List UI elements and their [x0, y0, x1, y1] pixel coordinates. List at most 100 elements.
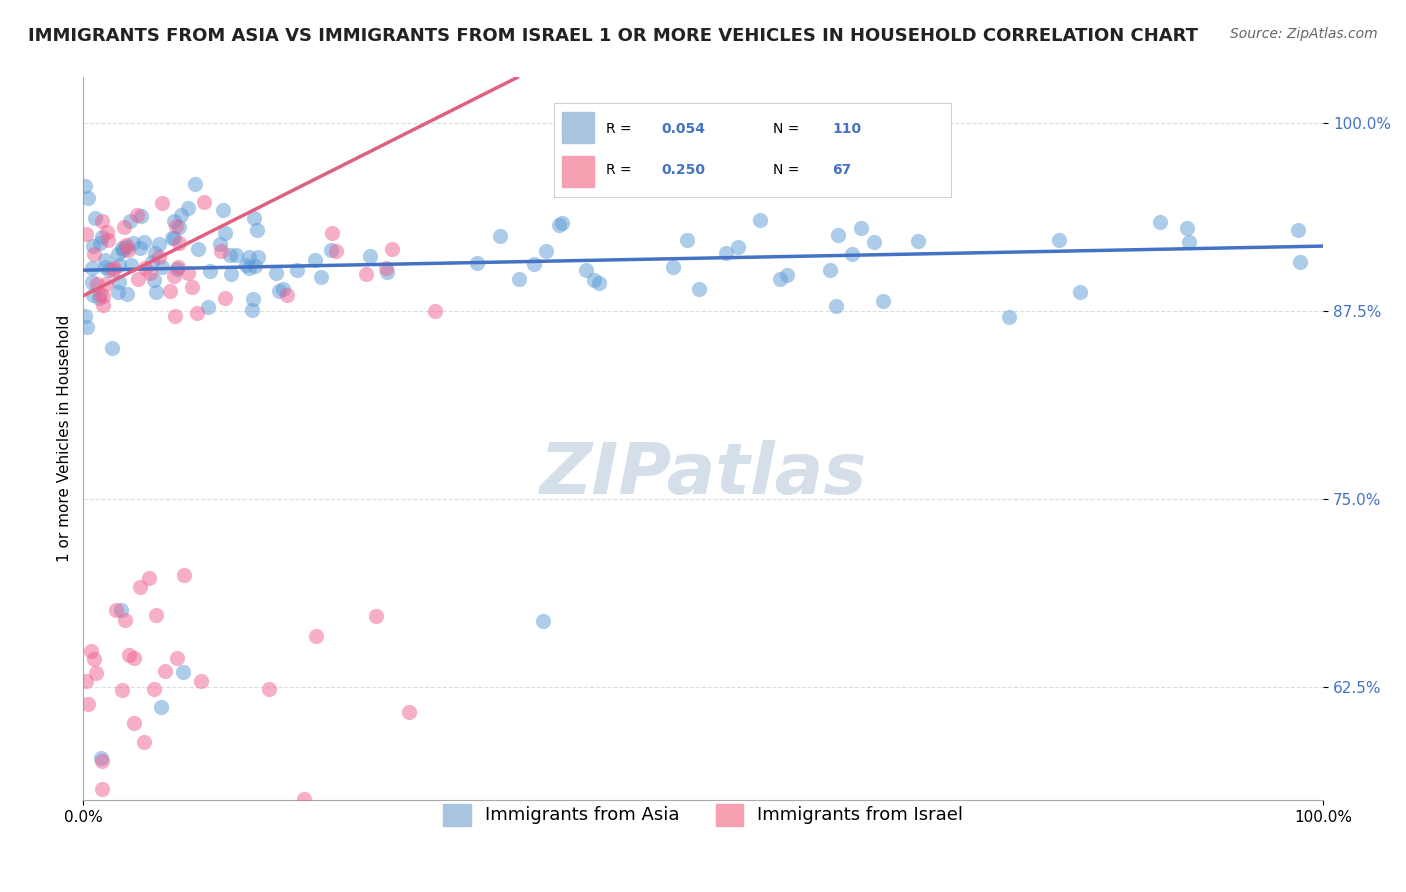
Point [467, 256, 489, 270]
Point [76, 698, 98, 712]
Point [83, 651, 105, 665]
Point [145, 607, 167, 622]
Point [238, 250, 260, 264]
Point [209, 244, 232, 259]
Point [245, 259, 267, 273]
Point [238, 260, 260, 275]
Point [776, 268, 799, 283]
Point [141, 255, 163, 269]
Point [211, 202, 233, 217]
Point [377, 265, 399, 279]
Point [193, 194, 215, 209]
Point [359, 249, 381, 263]
Point [240, 302, 263, 317]
Point [180, 280, 202, 294]
Point [127, 272, 149, 286]
Point [124, 716, 146, 731]
Point [219, 267, 242, 281]
Point [94, 260, 117, 274]
Point [75, 674, 97, 689]
Point [134, 735, 156, 749]
Point [998, 310, 1021, 324]
Point [120, 258, 142, 272]
Point [115, 287, 138, 301]
Point [128, 241, 150, 255]
Point [121, 235, 143, 250]
Point [128, 580, 150, 594]
Point [863, 235, 886, 249]
Point [129, 210, 152, 224]
Point [139, 266, 162, 280]
Point [97, 263, 120, 277]
Point [107, 247, 129, 261]
Point [246, 223, 269, 237]
Point [769, 271, 792, 285]
Point [143, 246, 166, 260]
Point [166, 651, 188, 665]
Point [534, 244, 557, 258]
Point [321, 226, 343, 240]
Point [90, 214, 112, 228]
Point [162, 214, 184, 228]
Point [96, 277, 118, 291]
Point [364, 608, 387, 623]
Point [183, 177, 205, 191]
Point [423, 304, 446, 318]
Point [149, 700, 172, 714]
Point [82, 288, 104, 302]
Y-axis label: 1 or more Vehicles in Household: 1 or more Vehicles in Household [58, 315, 72, 563]
Point [398, 705, 420, 719]
Point [292, 792, 315, 806]
Point [309, 270, 332, 285]
Point [267, 284, 290, 298]
Point [177, 266, 200, 280]
Point [90, 755, 112, 769]
Point [160, 231, 183, 245]
Point [104, 603, 127, 617]
Point [531, 614, 554, 628]
Point [114, 614, 136, 628]
Point [675, 233, 697, 247]
Point [714, 246, 737, 260]
Point [243, 211, 266, 225]
Point [112, 243, 135, 257]
Point [276, 288, 298, 302]
Point [91, 289, 114, 303]
Point [167, 260, 190, 274]
Point [150, 195, 173, 210]
Point [111, 241, 134, 255]
Point [547, 218, 569, 232]
Point [138, 572, 160, 586]
Point [662, 260, 685, 274]
Point [118, 214, 141, 228]
Point [523, 257, 546, 271]
Point [354, 267, 377, 281]
Point [551, 216, 574, 230]
Point [827, 227, 849, 242]
Point [264, 266, 287, 280]
Point [872, 293, 894, 308]
Point [1286, 222, 1309, 236]
Point [242, 292, 264, 306]
Point [824, 299, 846, 313]
Point [748, 213, 770, 227]
Point [94, 252, 117, 267]
Point [73, 178, 96, 193]
Point [841, 247, 863, 261]
Point [166, 261, 188, 276]
Point [818, 263, 841, 277]
Point [97, 233, 120, 247]
Point [148, 237, 170, 252]
Point [381, 242, 404, 256]
Point [76, 320, 98, 334]
Point [101, 262, 124, 277]
Point [321, 243, 343, 257]
Point [172, 665, 194, 679]
Point [84, 665, 107, 680]
Point [103, 260, 125, 275]
Point [115, 240, 138, 254]
Point [134, 260, 156, 275]
Point [190, 673, 212, 688]
Point [117, 243, 139, 257]
Point [77, 191, 100, 205]
